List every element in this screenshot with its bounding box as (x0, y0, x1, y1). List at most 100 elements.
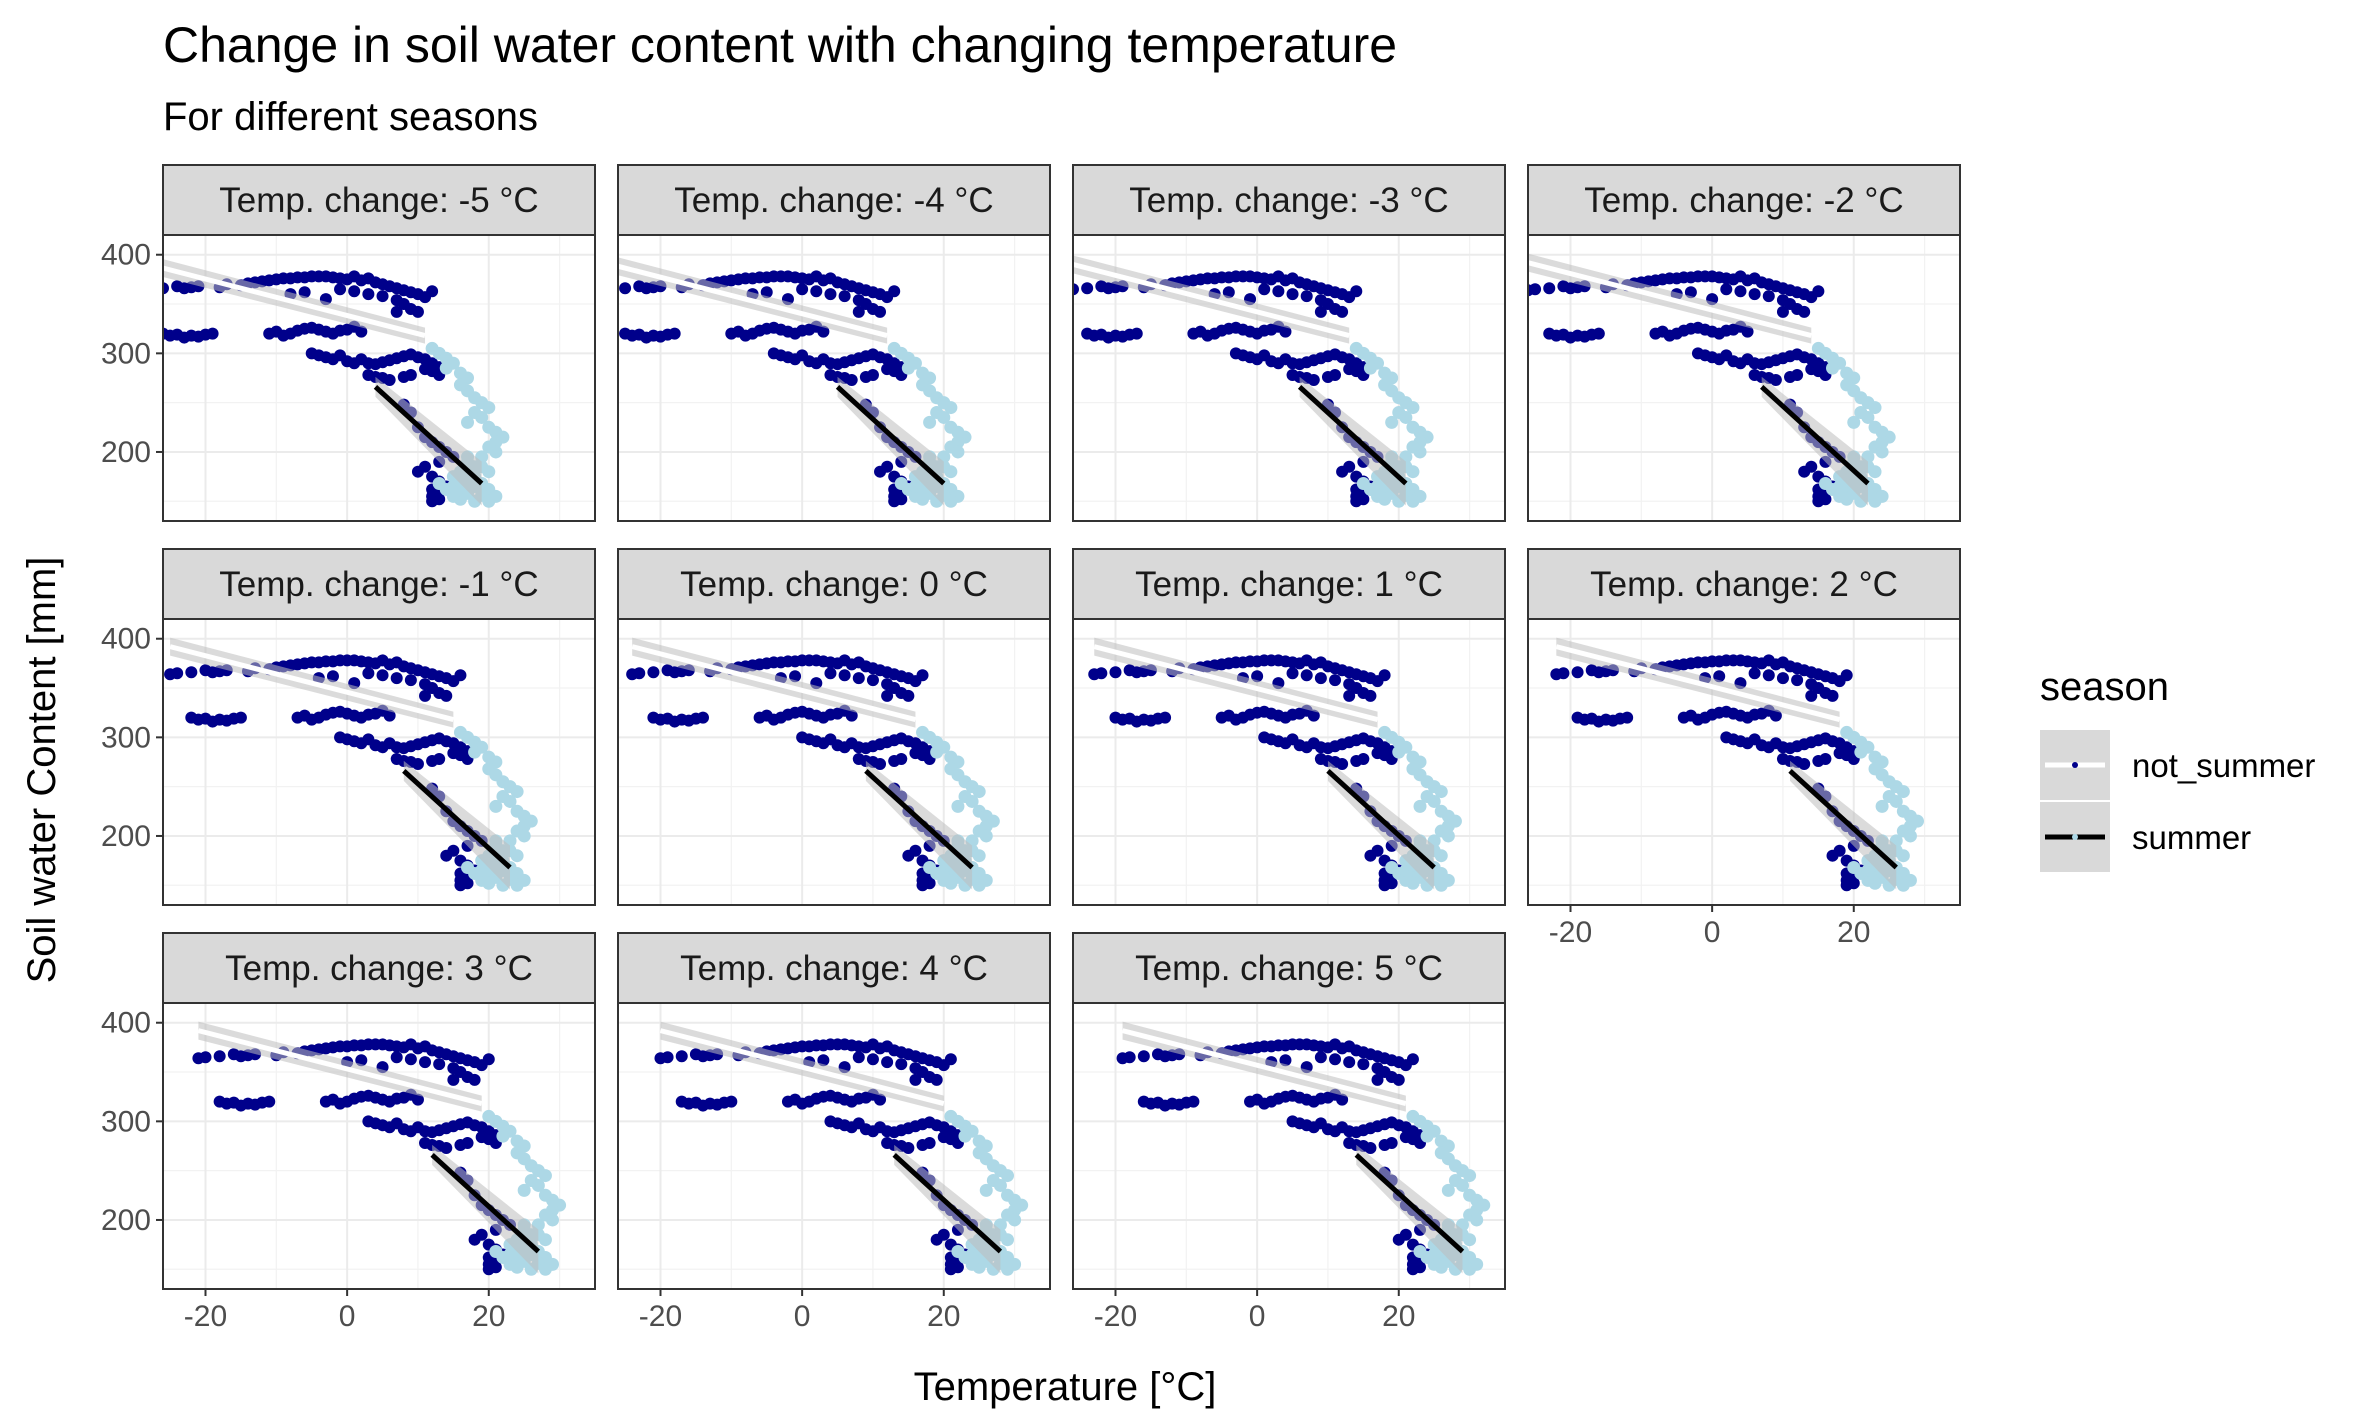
summer-point (1413, 445, 1427, 459)
not-summer-point (1350, 285, 1363, 298)
panel-content (1060, 235, 1505, 521)
not-summer-point (866, 674, 879, 687)
not-summer-point (355, 1054, 368, 1067)
not-summer-point (426, 285, 439, 298)
summer-trend-line (1788, 769, 1898, 870)
not-summer-point (411, 1093, 424, 1106)
panel-border (162, 1002, 596, 1290)
summer-point (1868, 401, 1882, 415)
summer-point (923, 861, 937, 875)
not-summer-point (760, 286, 773, 299)
not-summer-point (838, 290, 851, 303)
facet-panel: Temp. change: 4 °C -20 0 20 (617, 932, 1051, 1333)
panel-content (1073, 1003, 1505, 1289)
not-summer-point (1300, 669, 1313, 682)
x-tick-label: 20 (927, 1300, 960, 1333)
x-tick-label: 20 (472, 1300, 505, 1333)
y-tick-label: 200 (101, 820, 151, 853)
facet-strip (162, 164, 596, 236)
summer-point (1861, 410, 1875, 424)
not-summer-point (1364, 1141, 1377, 1154)
not-summer-point (1314, 1051, 1327, 1064)
not-summer-point (1543, 282, 1556, 295)
panel-content (163, 235, 595, 521)
summer-point (951, 799, 965, 813)
not-summer-point (348, 285, 361, 298)
not-summer-point (1279, 1054, 1292, 1067)
not-summer-point (1060, 284, 1072, 296)
panel-border (1527, 234, 1961, 522)
not-summer-point (909, 1073, 922, 1086)
not-summer-point (874, 1093, 887, 1106)
not-summer-trend-line (197, 1028, 483, 1107)
not-summer-point (888, 495, 901, 508)
not-summer-point (1109, 666, 1122, 679)
not-summer-point (1769, 373, 1782, 386)
not-summer-point (383, 373, 396, 386)
x-tick-label: 20 (1382, 1300, 1415, 1333)
not-summer-point (362, 288, 375, 301)
facet-panel: Temp. change: -1 °C 200 300 400 (101, 548, 596, 906)
summer-point (901, 361, 915, 375)
not-summer-trend-line (1555, 644, 1841, 723)
summer-point (894, 477, 908, 491)
facet-strip (617, 548, 1051, 620)
not-summer-trend-line (618, 263, 888, 339)
summer-point (1001, 1169, 1015, 1183)
y-tick-label: 200 (101, 1204, 151, 1237)
not-summer-point (390, 305, 403, 318)
not-summer-point (619, 282, 632, 295)
chart-subtitle: For different seasons (163, 95, 538, 139)
summer-trend-line (373, 385, 484, 486)
x-tick-label: -20 (639, 1300, 682, 1333)
not-summer-point (362, 667, 375, 680)
not-summer-point (916, 669, 929, 682)
not-summer-point (1329, 369, 1342, 382)
not-summer-point (1279, 325, 1292, 338)
summer-point (538, 1169, 552, 1183)
x-tick-label: 0 (1704, 916, 1721, 949)
summer-point (1847, 861, 1861, 875)
summer-trend-line (430, 1153, 541, 1254)
summer-trend-line (1760, 385, 1870, 486)
not-summer-point (326, 670, 339, 683)
summer-point (1008, 1213, 1022, 1227)
summer-point (461, 415, 475, 429)
not-summer-point (1406, 1053, 1419, 1066)
not-summer-point (845, 709, 858, 722)
not-summer-point (163, 282, 169, 295)
not-summer-point (902, 689, 915, 702)
not-summer-point (376, 290, 389, 303)
not-summer-point (1357, 753, 1370, 766)
facet-strip-label: Temp. change: 3 °C (225, 949, 533, 988)
summer-point (930, 745, 944, 759)
not-summer-point (845, 373, 858, 386)
summer-point (1896, 878, 1910, 892)
not-summer-point (852, 672, 865, 685)
panel-border (1527, 618, 1961, 906)
summer-point (972, 878, 986, 892)
not-summer-point (1307, 373, 1320, 386)
not-summer-point (852, 305, 865, 318)
summer-point (1413, 799, 1427, 813)
panel-border (1072, 618, 1506, 906)
panel-content (1528, 619, 1960, 905)
not-summer-point (1826, 849, 1839, 862)
panel-border (617, 234, 1051, 522)
facet-strip-label: Temp. change: -3 °C (1129, 181, 1448, 220)
summer-point (1434, 785, 1448, 799)
legend-entry: summer (2040, 802, 2251, 872)
not-summer-point (796, 283, 809, 296)
summer-point (538, 1262, 552, 1276)
not-summer-point (1791, 369, 1804, 382)
not-summer-point (1684, 286, 1697, 299)
not-summer-point (902, 849, 915, 862)
not-summer-point (404, 674, 417, 687)
not-summer-point (1762, 290, 1775, 303)
y-tick-label: 400 (101, 623, 151, 656)
not-summer-point (411, 465, 424, 478)
summer-point (979, 1183, 993, 1197)
